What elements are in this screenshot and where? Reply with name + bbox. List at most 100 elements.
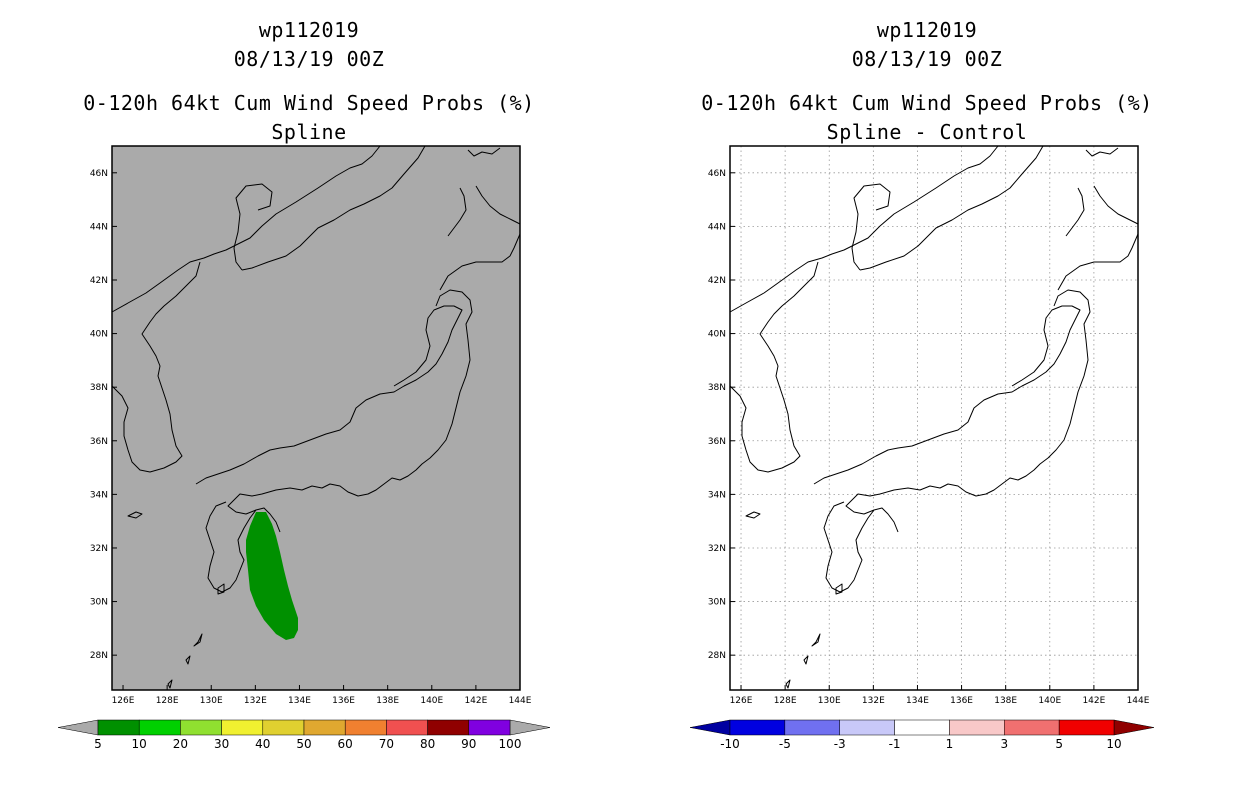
coastline (111, 145, 381, 313)
lon-tick-label: 130E (818, 696, 841, 706)
lon-tick-label: 136E (332, 696, 355, 706)
colorbar-label: 1 (946, 737, 954, 751)
colorbar: -10 -5 -3 -1 1 3 5 10 (689, 719, 1155, 751)
coastline (1065, 187, 1085, 237)
coastline (823, 501, 875, 593)
colorbar-label: -1 (889, 737, 901, 751)
map-figure: 126E 128E 130E 132E 134E 136E 138E 140E 142E 144E… (57, 145, 551, 751)
lat-tick-label: 30N (90, 598, 108, 608)
lat-tick-label: 38N (708, 383, 726, 393)
map-figure: 126E 128E 130E 132E 134E 136E 138E 140E 142E 144E… (689, 145, 1155, 751)
method-title: Spline - Control (826, 120, 1028, 144)
lon-tick-label: 142E (464, 696, 487, 706)
colorbar-swatch (894, 719, 950, 736)
storm-id-title: wp112019 (876, 18, 978, 42)
lat-tick-label: 40N (708, 330, 726, 340)
lat-tick-label: 34N (90, 490, 108, 500)
lat-tick-label: 32N (708, 544, 726, 554)
colorbar-label: -10 (720, 737, 740, 751)
colorbar-swatch (221, 719, 264, 736)
colorbar-swatch (97, 719, 140, 736)
lon-tick-label: 128E (774, 696, 797, 706)
lat-tick-label: 28N (708, 651, 726, 661)
colorbar-end-right (509, 719, 551, 736)
colorbar-label: 5 (1055, 737, 1063, 751)
lat-tick-label: 32N (90, 544, 108, 554)
coastline (851, 183, 891, 271)
lon-tick-label: 132E (244, 696, 267, 706)
lat-tick-label: 34N (708, 490, 726, 500)
coastline (729, 145, 999, 313)
coastline (185, 655, 191, 665)
coastline (111, 261, 201, 473)
lon-tick-label: 130E (200, 696, 223, 706)
right-panel: wp112019 08/13/19 00Z 0-120h 64kt Cum Wi… (618, 0, 1236, 800)
coastline (217, 583, 225, 595)
colorbar-label: 60 (338, 737, 353, 751)
colorbar-swatch (262, 719, 305, 736)
gridlines (730, 146, 1139, 690)
colorbar-label: 80 (420, 737, 435, 751)
lon-tick-label: 142E (1082, 696, 1105, 706)
lat-tick-label: 30N (708, 598, 726, 608)
product-title: 0-120h 64kt Cum Wind Speed Probs (%) (701, 91, 1153, 115)
lat-tick-label: 36N (708, 437, 726, 447)
date-title: 08/13/19 00Z (851, 47, 1003, 71)
colorbar-swatch (138, 719, 181, 736)
probability-swath (246, 512, 298, 640)
left-panel: wp112019 08/13/19 00Z 0-120h 64kt Cum Wi… (57, 18, 551, 751)
lat-tick-label: 42N (90, 276, 108, 286)
date-title: 08/13/19 00Z (233, 47, 385, 71)
method-title: Spline (271, 120, 347, 144)
colorbar: 5 10 20 30 40 50 60 70 80 90 100 (57, 719, 551, 751)
coastline (233, 183, 273, 271)
colorbar-label: 100 (499, 737, 522, 751)
colorbar-swatch (784, 719, 840, 736)
lat-tick-label: 46N (708, 169, 726, 179)
coastline (467, 147, 501, 157)
colorbar-label: 3 (1000, 737, 1008, 751)
colorbar-swatch (344, 719, 387, 736)
coastlines (111, 145, 521, 689)
colorbar-label: 70 (379, 737, 394, 751)
coastline (1093, 185, 1139, 225)
colorbar-swatch (386, 719, 428, 736)
coastline (859, 145, 1044, 271)
map-area: 126E 128E 130E 132E 134E 136E 138E 140E 142E 144E… (708, 145, 1150, 706)
storm-id-title: wp112019 (258, 18, 360, 42)
colorbar-swatch (303, 719, 346, 736)
colorbar-label: 90 (461, 737, 476, 751)
colorbar-swatch (729, 719, 786, 736)
colorbar-swatch (427, 719, 470, 736)
lon-tick-label: 126E (112, 696, 135, 706)
lat-tick-label: 42N (708, 276, 726, 286)
colorbar-swatch (839, 719, 895, 736)
colorbar-label: 50 (296, 737, 311, 751)
coastline (475, 185, 521, 225)
map-background (730, 146, 1138, 690)
colorbar-label: 30 (214, 737, 229, 751)
colorbar-label: 20 (173, 737, 188, 751)
coastline (167, 679, 173, 689)
lon-tick-label: 134E (288, 696, 311, 706)
coastline (811, 633, 821, 647)
colorbar-end-left (57, 719, 99, 736)
colorbar-label: -5 (779, 737, 791, 751)
coastline (241, 145, 426, 271)
coastline (127, 511, 143, 519)
map-frame (729, 145, 1139, 691)
map-background (112, 146, 520, 690)
colorbar-swatch (1058, 719, 1115, 736)
lat-tick-label: 38N (90, 383, 108, 393)
lat-tick-label: 44N (90, 222, 108, 232)
lon-tick-label: 140E (420, 696, 443, 706)
coastline (845, 289, 1091, 533)
coastline (1085, 147, 1119, 157)
coastline (835, 583, 843, 595)
lon-tick-label: 126E (730, 696, 753, 706)
lon-tick-label: 128E (156, 696, 179, 706)
lon-tick-label: 138E (376, 696, 399, 706)
product-title: 0-120h 64kt Cum Wind Speed Probs (%) (83, 91, 535, 115)
coastline (205, 501, 257, 593)
map-area: 126E 128E 130E 132E 134E 136E 138E 140E 142E 144E… (90, 145, 532, 706)
